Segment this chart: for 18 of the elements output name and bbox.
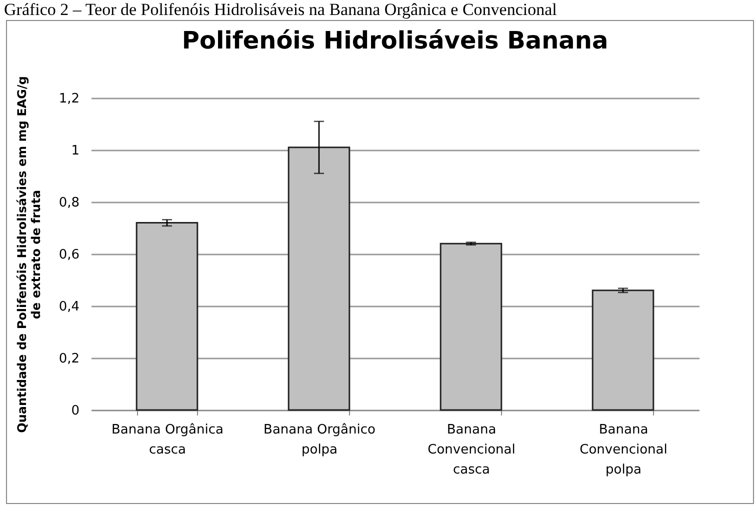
y-tick-label: 1: [71, 144, 80, 158]
bar: [136, 222, 198, 411]
bar: [288, 146, 350, 411]
y-tick-label: 0: [71, 404, 80, 418]
x-tick-label: Banana Orgânica casca: [112, 422, 224, 458]
x-tick-label: Banana Convencional casca: [428, 422, 516, 478]
y-tick-label: 0,2: [58, 352, 80, 366]
y-axis-title: Quantidade de Polifenóis Hidrolisávies em mg EAG/g de extrato de fruta: [14, 76, 43, 433]
bar: [440, 242, 502, 411]
x-tick-label: Banana Orgânico polpa: [264, 422, 376, 458]
text: Gráfico 2 – Teor de Polifenóis Hidrolisáveis na Banana Orgânica e Convencional: [3, 0, 558, 20]
y-tick-label: 0,6: [58, 248, 80, 262]
chart-title: Polifenóis Hidrolisáveis Banana: [182, 26, 608, 55]
bar: [592, 290, 654, 411]
x-tick-label: Banana Convencional polpa: [580, 422, 668, 478]
y-tick-label: 0,4: [58, 300, 80, 314]
y-tick-label: 0,8: [58, 196, 80, 210]
y-tick-label: 1,2: [58, 92, 80, 106]
